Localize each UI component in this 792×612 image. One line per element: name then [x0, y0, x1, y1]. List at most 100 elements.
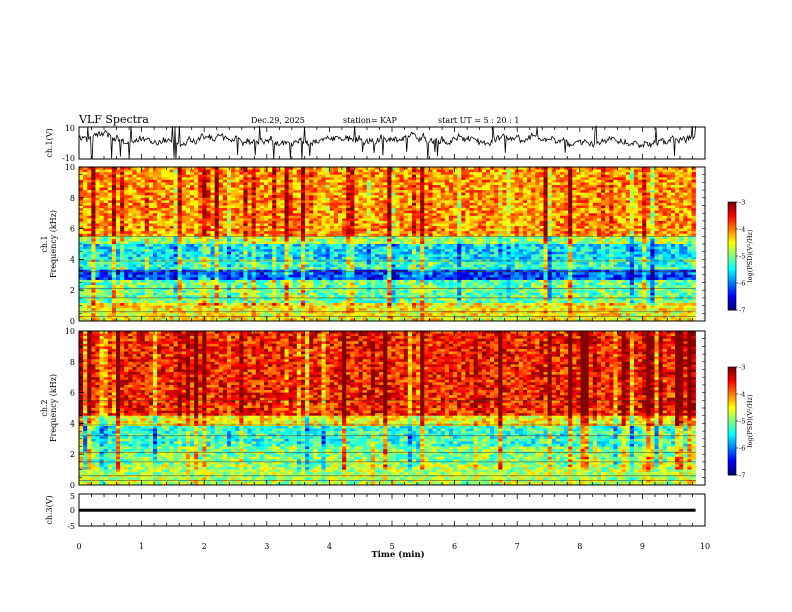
spectrogram-cell	[218, 315, 224, 319]
spectrogram-cell	[140, 215, 146, 219]
spectrogram-cell	[407, 200, 413, 204]
spectrogram-cell	[399, 287, 405, 291]
spectrogram-cell	[226, 177, 232, 181]
spectrogram-cell	[251, 297, 257, 301]
spectrogram-cell	[144, 231, 150, 235]
spectrogram-cell	[173, 226, 178, 229]
spectrogram-cell	[198, 295, 203, 299]
spectrogram-cell	[83, 292, 88, 296]
spectrogram-cell	[374, 261, 380, 265]
spectrogram-cell	[305, 226, 310, 229]
spectrogram-cell	[194, 313, 199, 317]
spectrogram-cell	[243, 287, 248, 291]
spectrogram-cell	[276, 208, 281, 211]
spectrogram-cell	[358, 285, 363, 288]
spectrogram-cell	[296, 184, 302, 188]
spectrogram-cell	[247, 167, 252, 170]
spectrogram-cell	[280, 241, 285, 245]
spectrogram-cell	[136, 310, 141, 314]
spectrogram-cell	[276, 282, 281, 286]
spectrogram-cell	[362, 236, 368, 240]
spectrogram-cell	[329, 261, 335, 265]
spectrogram-cell	[329, 200, 335, 204]
spectrogram-cell	[350, 218, 355, 222]
spectrogram-cell	[354, 238, 359, 242]
spectrogram-cell	[280, 303, 285, 306]
spectrogram-cell	[157, 205, 162, 209]
spectrogram-cell	[383, 310, 388, 314]
spectrogram-cell	[144, 300, 150, 304]
spectrogram-cell	[124, 182, 129, 186]
spectrogram-cell	[111, 220, 117, 224]
spectrogram-cell	[214, 308, 220, 312]
spectrogram-cell	[350, 272, 355, 276]
spectrogram-cell	[251, 246, 257, 250]
spectrogram-cell	[181, 197, 187, 201]
spectrogram-cell	[411, 210, 417, 214]
spectrogram-cell	[243, 274, 248, 278]
spectrogram-cell	[222, 269, 228, 273]
spectrogram-cell	[370, 187, 376, 191]
spectrogram-cell	[346, 202, 351, 206]
spectrogram-cell	[111, 208, 117, 211]
spectrogram-cell	[222, 261, 228, 265]
spectrogram-cell	[120, 310, 125, 314]
spectrogram-cell	[374, 177, 380, 181]
spectrogram-cell	[214, 246, 220, 250]
spectrogram-cell	[313, 200, 318, 204]
spectrogram-cell	[350, 190, 355, 193]
spectrogram-cell	[284, 303, 289, 306]
spectrogram-cell	[272, 184, 277, 188]
spectrogram-cell	[87, 215, 92, 219]
spectrogram-cell	[313, 285, 318, 288]
spectrogram-cell	[255, 226, 261, 229]
spectrogram-cell	[288, 233, 294, 237]
spectrogram-cell	[111, 256, 117, 260]
spectrogram-cell	[366, 305, 372, 309]
spectrogram-cell	[407, 292, 413, 296]
ch1-waveform-ylabel: ch.1(V)	[45, 128, 54, 157]
spectrogram-cell	[165, 279, 170, 283]
spectrogram-cell	[107, 295, 113, 299]
spectrogram-cell	[243, 285, 248, 288]
spectrogram-cell	[263, 254, 269, 258]
spectrogram-cell	[251, 287, 257, 291]
spectrogram-cell	[198, 251, 203, 255]
spectrogram-cell	[333, 195, 339, 199]
spectrogram-cell	[210, 292, 215, 296]
spectrogram-cell	[136, 300, 141, 304]
spectrogram-cell	[173, 272, 178, 276]
spectrogram-cell	[140, 241, 146, 245]
spectrogram-cell	[284, 241, 289, 245]
spectrogram-cell	[181, 233, 187, 237]
spectrogram-cell	[263, 169, 269, 173]
spectrogram-cell	[399, 256, 405, 260]
spectrogram-cell	[218, 282, 224, 286]
spectrogram-cell	[243, 241, 248, 245]
spectrogram-cell	[284, 231, 289, 235]
spectrogram-cell	[157, 300, 162, 304]
spectrogram-cell	[259, 249, 265, 252]
spectrogram-cell	[329, 313, 335, 317]
spectrogram-cell	[161, 310, 166, 314]
spectrogram-cell	[354, 215, 359, 219]
spectrogram-cell	[387, 220, 392, 224]
spectrogram-cell	[292, 303, 298, 306]
spectrogram-cell	[239, 184, 244, 188]
spectrogram-cell	[124, 246, 129, 250]
spectrogram-cell	[383, 231, 388, 235]
spectrogram-cell	[362, 208, 368, 211]
spectrogram-cell	[329, 295, 335, 299]
spectrogram-cell	[292, 297, 298, 301]
spectrogram-cell	[218, 277, 224, 281]
spectrogram-cell	[152, 267, 158, 270]
spectrogram-cell	[140, 251, 146, 255]
spectrogram-cell	[181, 313, 187, 317]
spectrogram-cell	[333, 208, 339, 211]
spectrogram-cell	[231, 167, 236, 170]
spectrogram-cell	[226, 290, 232, 294]
spectrogram-cell	[128, 315, 133, 319]
spectrogram-cell	[379, 269, 384, 273]
spectrogram-cell	[411, 197, 417, 201]
spectrogram-cell	[222, 290, 228, 294]
